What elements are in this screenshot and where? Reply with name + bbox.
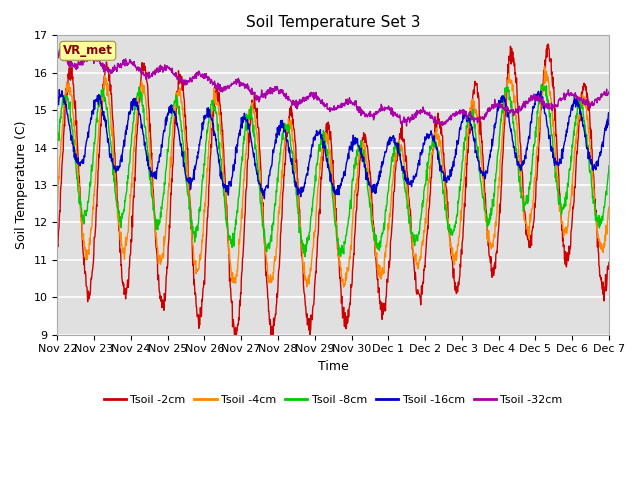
X-axis label: Time: Time [318,360,349,373]
Title: Soil Temperature Set 3: Soil Temperature Set 3 [246,15,420,30]
Text: VR_met: VR_met [63,44,113,57]
Y-axis label: Soil Temperature (C): Soil Temperature (C) [15,120,28,249]
Legend: Tsoil -2cm, Tsoil -4cm, Tsoil -8cm, Tsoil -16cm, Tsoil -32cm: Tsoil -2cm, Tsoil -4cm, Tsoil -8cm, Tsoi… [99,391,567,410]
